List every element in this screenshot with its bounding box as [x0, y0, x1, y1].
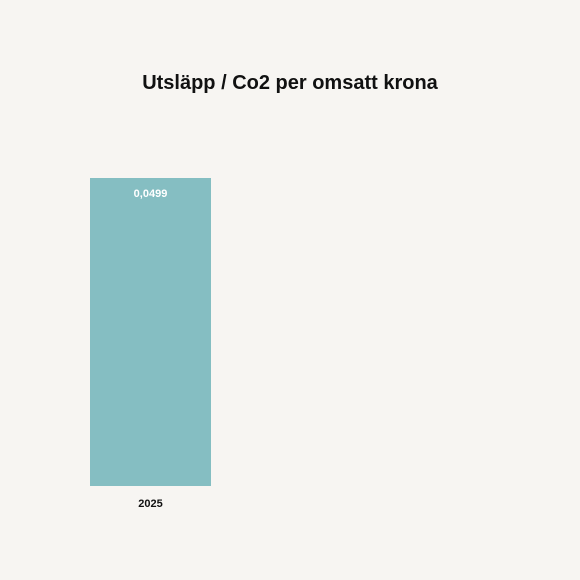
- bar-2025: [90, 178, 211, 486]
- chart-title: Utsläpp / Co2 per omsatt krona: [142, 72, 438, 94]
- x-tick-label-2025: 2025: [138, 498, 162, 510]
- bar-value-label-2025: 0,0499: [134, 188, 168, 200]
